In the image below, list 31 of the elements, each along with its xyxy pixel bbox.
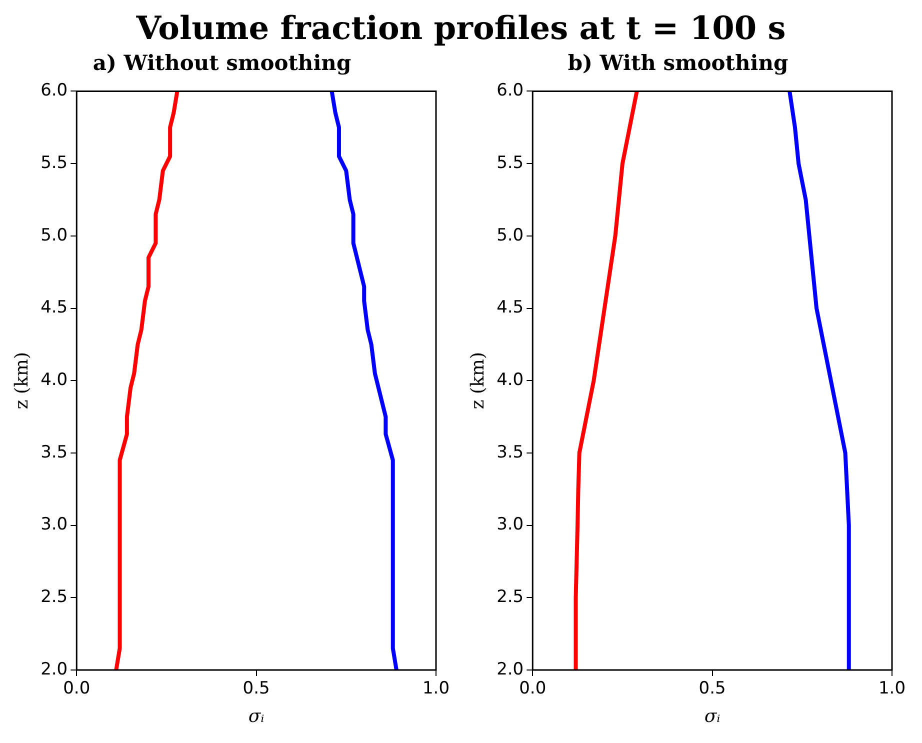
- x-tick-label: 0.0: [519, 678, 546, 699]
- chart-subtitle: a) Without smoothing: [92, 50, 352, 76]
- y-tick-label: 5.5: [40, 152, 68, 173]
- x-tick-label: 0.5: [242, 678, 270, 699]
- y-axis-title: z (km): [467, 352, 488, 410]
- chart-title: Volume fraction profiles at t = 100 s: [135, 8, 787, 48]
- x-tick-label: 1.0: [878, 678, 906, 699]
- y-tick-label: 2.5: [40, 587, 68, 608]
- y-tick-label: 5.0: [496, 225, 524, 246]
- y-tick-label: 3.5: [40, 442, 68, 462]
- chart-subtitle: b) With smoothing: [568, 50, 788, 76]
- x-axis-title: σᵢ: [248, 706, 265, 727]
- y-tick-label: 4.0: [40, 370, 68, 390]
- x-axis-title: σᵢ: [704, 706, 721, 727]
- y-tick-label: 6.0: [40, 80, 68, 101]
- y-tick-label: 4.5: [40, 298, 68, 318]
- y-tick-label: 6.0: [496, 80, 524, 101]
- y-tick-label: 2.0: [40, 659, 68, 680]
- x-tick-label: 1.0: [422, 678, 450, 699]
- y-tick-label: 3.5: [496, 442, 524, 462]
- y-tick-label: 4.0: [496, 370, 524, 390]
- y-tick-label: 2.0: [496, 659, 524, 680]
- y-tick-label: 3.0: [496, 514, 524, 535]
- y-tick-label: 5.0: [40, 225, 68, 246]
- y-axis-title: z (km): [11, 352, 32, 410]
- y-tick-label: 4.5: [496, 298, 524, 318]
- x-tick-label: 0.5: [698, 678, 726, 699]
- y-tick-label: 3.0: [40, 514, 68, 535]
- y-tick-label: 5.5: [496, 152, 524, 173]
- x-tick-label: 0.0: [63, 678, 90, 699]
- y-tick-label: 2.5: [496, 587, 524, 608]
